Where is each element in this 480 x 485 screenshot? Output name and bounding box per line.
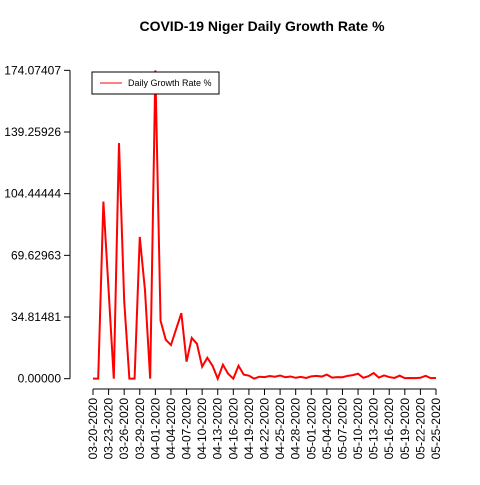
y-tick-label: 69.62963 <box>11 248 61 262</box>
x-tick-label: 03-20-2020 <box>86 398 100 460</box>
x-tick-label: 05-10-2020 <box>351 398 365 460</box>
line <box>93 70 437 382</box>
x-tick-label: 04-19-2020 <box>242 398 256 460</box>
x-tick-label: 05-19-2020 <box>398 398 412 460</box>
x-tick-label: 03-23-2020 <box>102 398 116 460</box>
x-tick-label: 04-13-2020 <box>211 398 225 460</box>
x-tick-label: 05-07-2020 <box>335 398 349 460</box>
y-tick-label: 139.25926 <box>4 125 61 139</box>
y-tick-label: 0.00000 <box>18 372 62 386</box>
x-tick-label: 05-25-2020 <box>429 398 443 460</box>
x-tick-label: 04-10-2020 <box>195 398 209 460</box>
x-tick-label: 04-25-2020 <box>273 398 287 460</box>
chart-title: COVID-19 Niger Daily Growth Rate % <box>139 18 385 34</box>
x-tick-label: 04-22-2020 <box>258 398 272 460</box>
legend-box <box>91 71 220 95</box>
x-tick-label: 04-04-2020 <box>164 398 178 460</box>
x-tick-label: 05-04-2020 <box>320 398 334 460</box>
x-tick-label: 04-07-2020 <box>180 398 194 460</box>
x-tick-label: 05-16-2020 <box>382 398 396 460</box>
y-tick-label: 174.07407 <box>4 63 61 77</box>
x-tick-label: 05-01-2020 <box>304 398 318 460</box>
x-tick-label: 05-13-2020 <box>367 398 381 460</box>
x-tick-label: 03-26-2020 <box>117 398 131 460</box>
y-tick-label: 104.44444 <box>4 187 61 201</box>
x-tick-label: 04-28-2020 <box>289 398 303 460</box>
x-tick-label: 03-29-2020 <box>133 398 147 460</box>
legend-label: Daily Growth Rate % <box>128 78 212 88</box>
x-tick-label: 05-22-2020 <box>413 398 427 460</box>
x-tick-label: 04-01-2020 <box>148 398 162 460</box>
x-tick-label: 04-16-2020 <box>226 398 240 460</box>
y-tick-label: 34.81481 <box>11 310 61 324</box>
